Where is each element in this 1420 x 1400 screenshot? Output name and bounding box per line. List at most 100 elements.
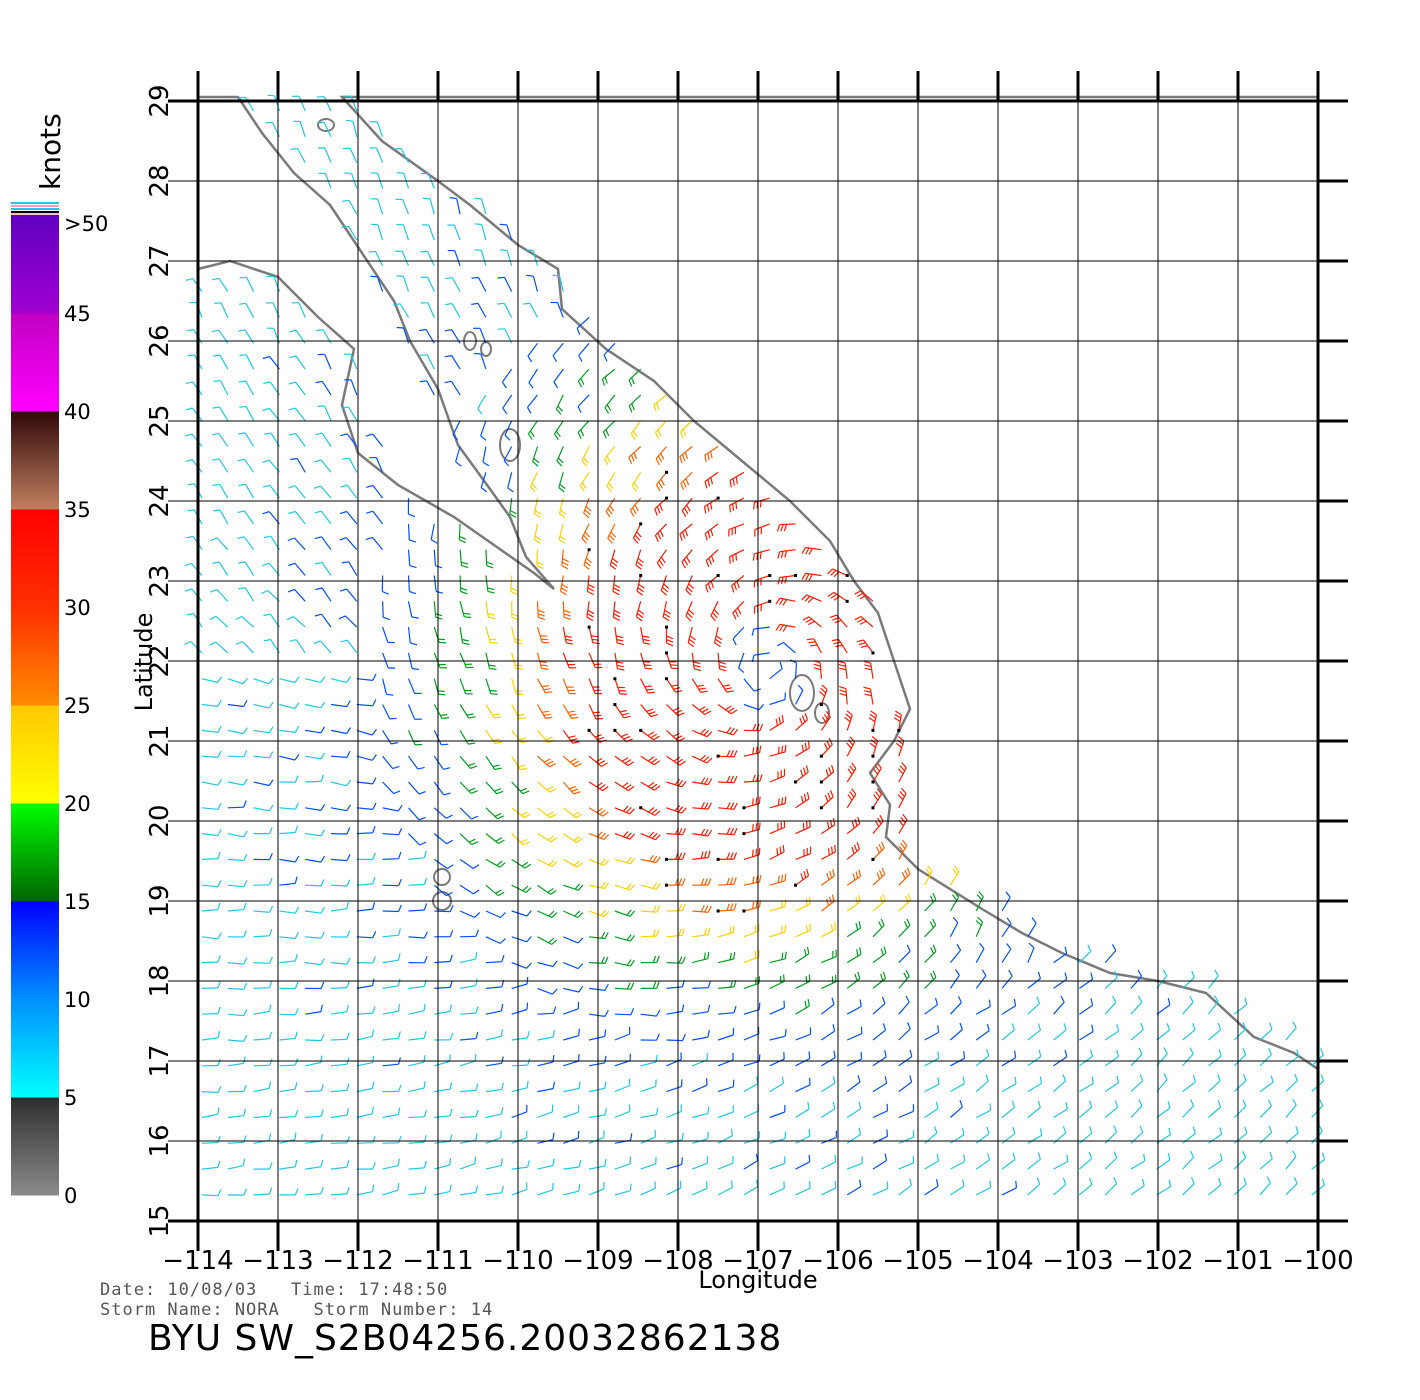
wind-barb (1285, 1150, 1297, 1170)
wind-barb (459, 730, 476, 745)
wind-barb (408, 1109, 428, 1119)
wind-barb (187, 509, 203, 525)
wind-barb (1001, 917, 1012, 938)
wind-barb (605, 497, 616, 518)
wind-barb (279, 1008, 299, 1016)
wind-barb (408, 1135, 427, 1144)
wind-barb (562, 601, 571, 621)
wind-barb (433, 549, 443, 569)
wind-barb (265, 121, 280, 138)
wind-barb (716, 749, 738, 758)
wind-barb (654, 420, 667, 439)
wind-barb (382, 953, 401, 964)
wind-barb (1053, 1177, 1067, 1196)
wind-barb (555, 394, 564, 415)
wind-barb (898, 918, 911, 938)
wind-barb (449, 196, 461, 215)
wind-barb (434, 1004, 452, 1015)
rain-flag (716, 496, 720, 500)
wind-barb (532, 446, 540, 467)
wind-barb (898, 1075, 913, 1093)
wind-barb (1182, 995, 1194, 1015)
wind-barb (330, 980, 350, 989)
wind-barb (640, 831, 661, 841)
wind-barb (239, 276, 255, 292)
wind-barb (950, 1100, 963, 1118)
wind-barb (444, 354, 461, 370)
colorbar-band (11, 901, 59, 1000)
wind-barb (317, 121, 332, 138)
wind-barb (795, 1051, 811, 1067)
rain-flag (871, 754, 875, 758)
wind-barb (536, 678, 553, 694)
wind-barb (356, 902, 376, 912)
wind-barb (433, 781, 451, 796)
rain-flag (716, 857, 720, 861)
wind-barb (317, 405, 332, 421)
wind-barb (356, 1055, 375, 1067)
wind-barb (614, 781, 635, 792)
wind-barb (588, 807, 609, 817)
wind-barb (356, 777, 377, 785)
wind-barb (407, 549, 417, 569)
lat-tick-label: 24 (145, 484, 175, 517)
wind-barb (253, 980, 273, 989)
wind-barb (588, 1029, 607, 1041)
wind-barb (422, 197, 435, 215)
wind-barb (382, 1107, 401, 1119)
wind-barb (227, 1188, 247, 1196)
wind-barb (743, 949, 760, 964)
wind-barb (949, 969, 960, 989)
wind-barb (821, 974, 837, 989)
wind-barb (305, 958, 325, 966)
wind-barb (732, 626, 745, 646)
wind-barb (898, 995, 910, 1015)
wind-barb (1079, 1049, 1093, 1067)
wind-barb (729, 471, 745, 488)
wind-barb (253, 1187, 273, 1196)
wind-barb (640, 781, 661, 791)
wind-barb (666, 1079, 683, 1093)
wind-barb (263, 432, 280, 447)
wind-barb (239, 302, 255, 318)
wind-barb (394, 147, 410, 163)
wind-barb (279, 981, 299, 990)
wind-barb (692, 850, 711, 860)
wind-barb (485, 1082, 504, 1093)
wind-barb (317, 96, 332, 112)
wind-barb (344, 95, 358, 112)
wind-barb (511, 976, 529, 989)
wind-barb (1130, 1074, 1144, 1093)
wind-barb (253, 1162, 273, 1170)
wind-barb (769, 1156, 786, 1170)
wind-barb (459, 1156, 476, 1170)
wind-barb (614, 1078, 631, 1093)
wind-barb (856, 639, 875, 655)
wind-barb (795, 998, 810, 1015)
wind-barb (775, 597, 796, 606)
wind-barb (577, 368, 590, 388)
colorbar-band (11, 705, 59, 804)
wind-barb (526, 394, 538, 414)
wind-barb (692, 951, 710, 964)
lon-tick-label: −102 (1122, 1246, 1193, 1276)
wind-barb (640, 981, 660, 990)
wind-barb (588, 1055, 607, 1067)
wind-barb (602, 420, 616, 439)
wind-barb (769, 1076, 785, 1093)
wind-barb (227, 930, 247, 938)
wind-barb (305, 981, 325, 990)
wind-barb (253, 826, 273, 835)
wind-barb (434, 1082, 453, 1093)
wind-barb (511, 781, 530, 795)
wind-barb (666, 928, 685, 938)
wind-barb (769, 820, 786, 835)
wind-barb (949, 996, 962, 1015)
wind-barb (635, 549, 644, 570)
wind-barb (640, 1009, 661, 1017)
wind-barb (1053, 1023, 1067, 1041)
wind-barb (533, 523, 542, 544)
wind-barb (279, 954, 298, 964)
wind-barb (537, 1081, 556, 1093)
wind-barb (692, 777, 713, 786)
